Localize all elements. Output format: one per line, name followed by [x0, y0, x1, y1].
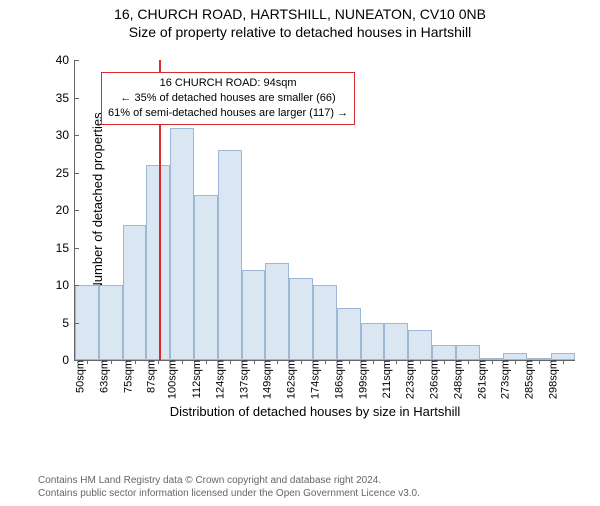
x-tick-mark — [563, 360, 564, 364]
x-tick-label: 100sqm — [163, 360, 179, 399]
x-tick-label: 186sqm — [329, 360, 345, 399]
bar — [551, 353, 575, 361]
x-tick-mark — [492, 360, 493, 364]
x-tick-mark — [515, 360, 516, 364]
x-tick-label: 273sqm — [496, 360, 512, 399]
callout-line: 61% of semi-detached houses are larger (… — [108, 106, 348, 121]
y-tick: 20 — [56, 203, 75, 217]
x-tick-mark — [254, 360, 255, 364]
x-tick-mark — [87, 360, 88, 364]
x-tick-mark — [230, 360, 231, 364]
x-tick-label: 199sqm — [353, 360, 369, 399]
callout-line: 16 CHURCH ROAD: 94sqm — [108, 76, 348, 91]
x-tick-mark — [539, 360, 540, 364]
y-tick: 5 — [62, 316, 75, 330]
bar — [99, 285, 123, 360]
x-tick-mark — [396, 360, 397, 364]
x-tick-mark — [349, 360, 350, 364]
x-tick-label: 87sqm — [142, 360, 158, 393]
x-tick-label: 211sqm — [377, 360, 393, 398]
x-tick-mark — [373, 360, 374, 364]
bar — [289, 278, 313, 361]
x-tick-mark — [444, 360, 445, 364]
x-tick-label: 285sqm — [520, 360, 536, 399]
x-tick-label: 124sqm — [210, 360, 226, 399]
bar — [242, 270, 266, 360]
x-tick-label: 261sqm — [472, 360, 488, 399]
footer-attribution: Contains HM Land Registry data © Crown c… — [38, 474, 420, 500]
x-tick-label: 75sqm — [118, 360, 134, 393]
x-tick-mark — [277, 360, 278, 364]
plot-area: 051015202530354050sqm63sqm75sqm87sqm100s… — [74, 60, 575, 361]
x-tick-label: 63sqm — [94, 360, 110, 393]
footer-line: Contains HM Land Registry data © Crown c… — [38, 474, 420, 487]
x-tick-label: 236sqm — [424, 360, 440, 399]
x-tick-label: 149sqm — [258, 360, 274, 399]
x-tick-mark — [135, 360, 136, 364]
x-tick-mark — [468, 360, 469, 364]
y-tick: 40 — [56, 53, 75, 67]
x-axis-label: Distribution of detached houses by size … — [50, 404, 580, 419]
bar — [456, 345, 480, 360]
bar — [384, 323, 408, 361]
callout-line: ← 35% of detached houses are smaller (66… — [108, 91, 348, 106]
x-tick-mark — [158, 360, 159, 364]
x-tick-label: 223sqm — [401, 360, 417, 399]
histogram-chart: Number of detached properties 0510152025… — [50, 52, 580, 422]
x-tick-mark — [111, 360, 112, 364]
x-tick-label: 112sqm — [187, 360, 203, 398]
bar — [337, 308, 361, 361]
page-title-desc: Size of property relative to detached ho… — [0, 24, 600, 40]
bar — [313, 285, 337, 360]
bar — [408, 330, 432, 360]
bar — [123, 225, 147, 360]
marker-callout: 16 CHURCH ROAD: 94sqm← 35% of detached h… — [101, 72, 355, 125]
x-tick-label: 248sqm — [448, 360, 464, 399]
bar — [194, 195, 218, 360]
bar — [361, 323, 385, 361]
x-tick-mark — [301, 360, 302, 364]
x-tick-mark — [182, 360, 183, 364]
y-tick: 25 — [56, 166, 75, 180]
y-tick: 10 — [56, 278, 75, 292]
y-tick: 35 — [56, 91, 75, 105]
x-tick-mark — [420, 360, 421, 364]
footer-line: Contains public sector information licen… — [38, 487, 420, 500]
x-tick-mark — [325, 360, 326, 364]
bar — [265, 263, 289, 361]
bar — [218, 150, 242, 360]
x-tick-label: 298sqm — [543, 360, 559, 399]
x-tick-label: 162sqm — [282, 360, 298, 399]
y-tick: 30 — [56, 128, 75, 142]
x-tick-label: 137sqm — [234, 360, 250, 399]
x-tick-mark — [206, 360, 207, 364]
x-tick-label: 50sqm — [70, 360, 86, 393]
page-title-address: 16, CHURCH ROAD, HARTSHILL, NUNEATON, CV… — [0, 6, 600, 22]
bar — [432, 345, 456, 360]
bar — [170, 128, 194, 361]
x-tick-label: 174sqm — [305, 360, 321, 399]
bar — [503, 353, 527, 361]
y-tick: 15 — [56, 241, 75, 255]
